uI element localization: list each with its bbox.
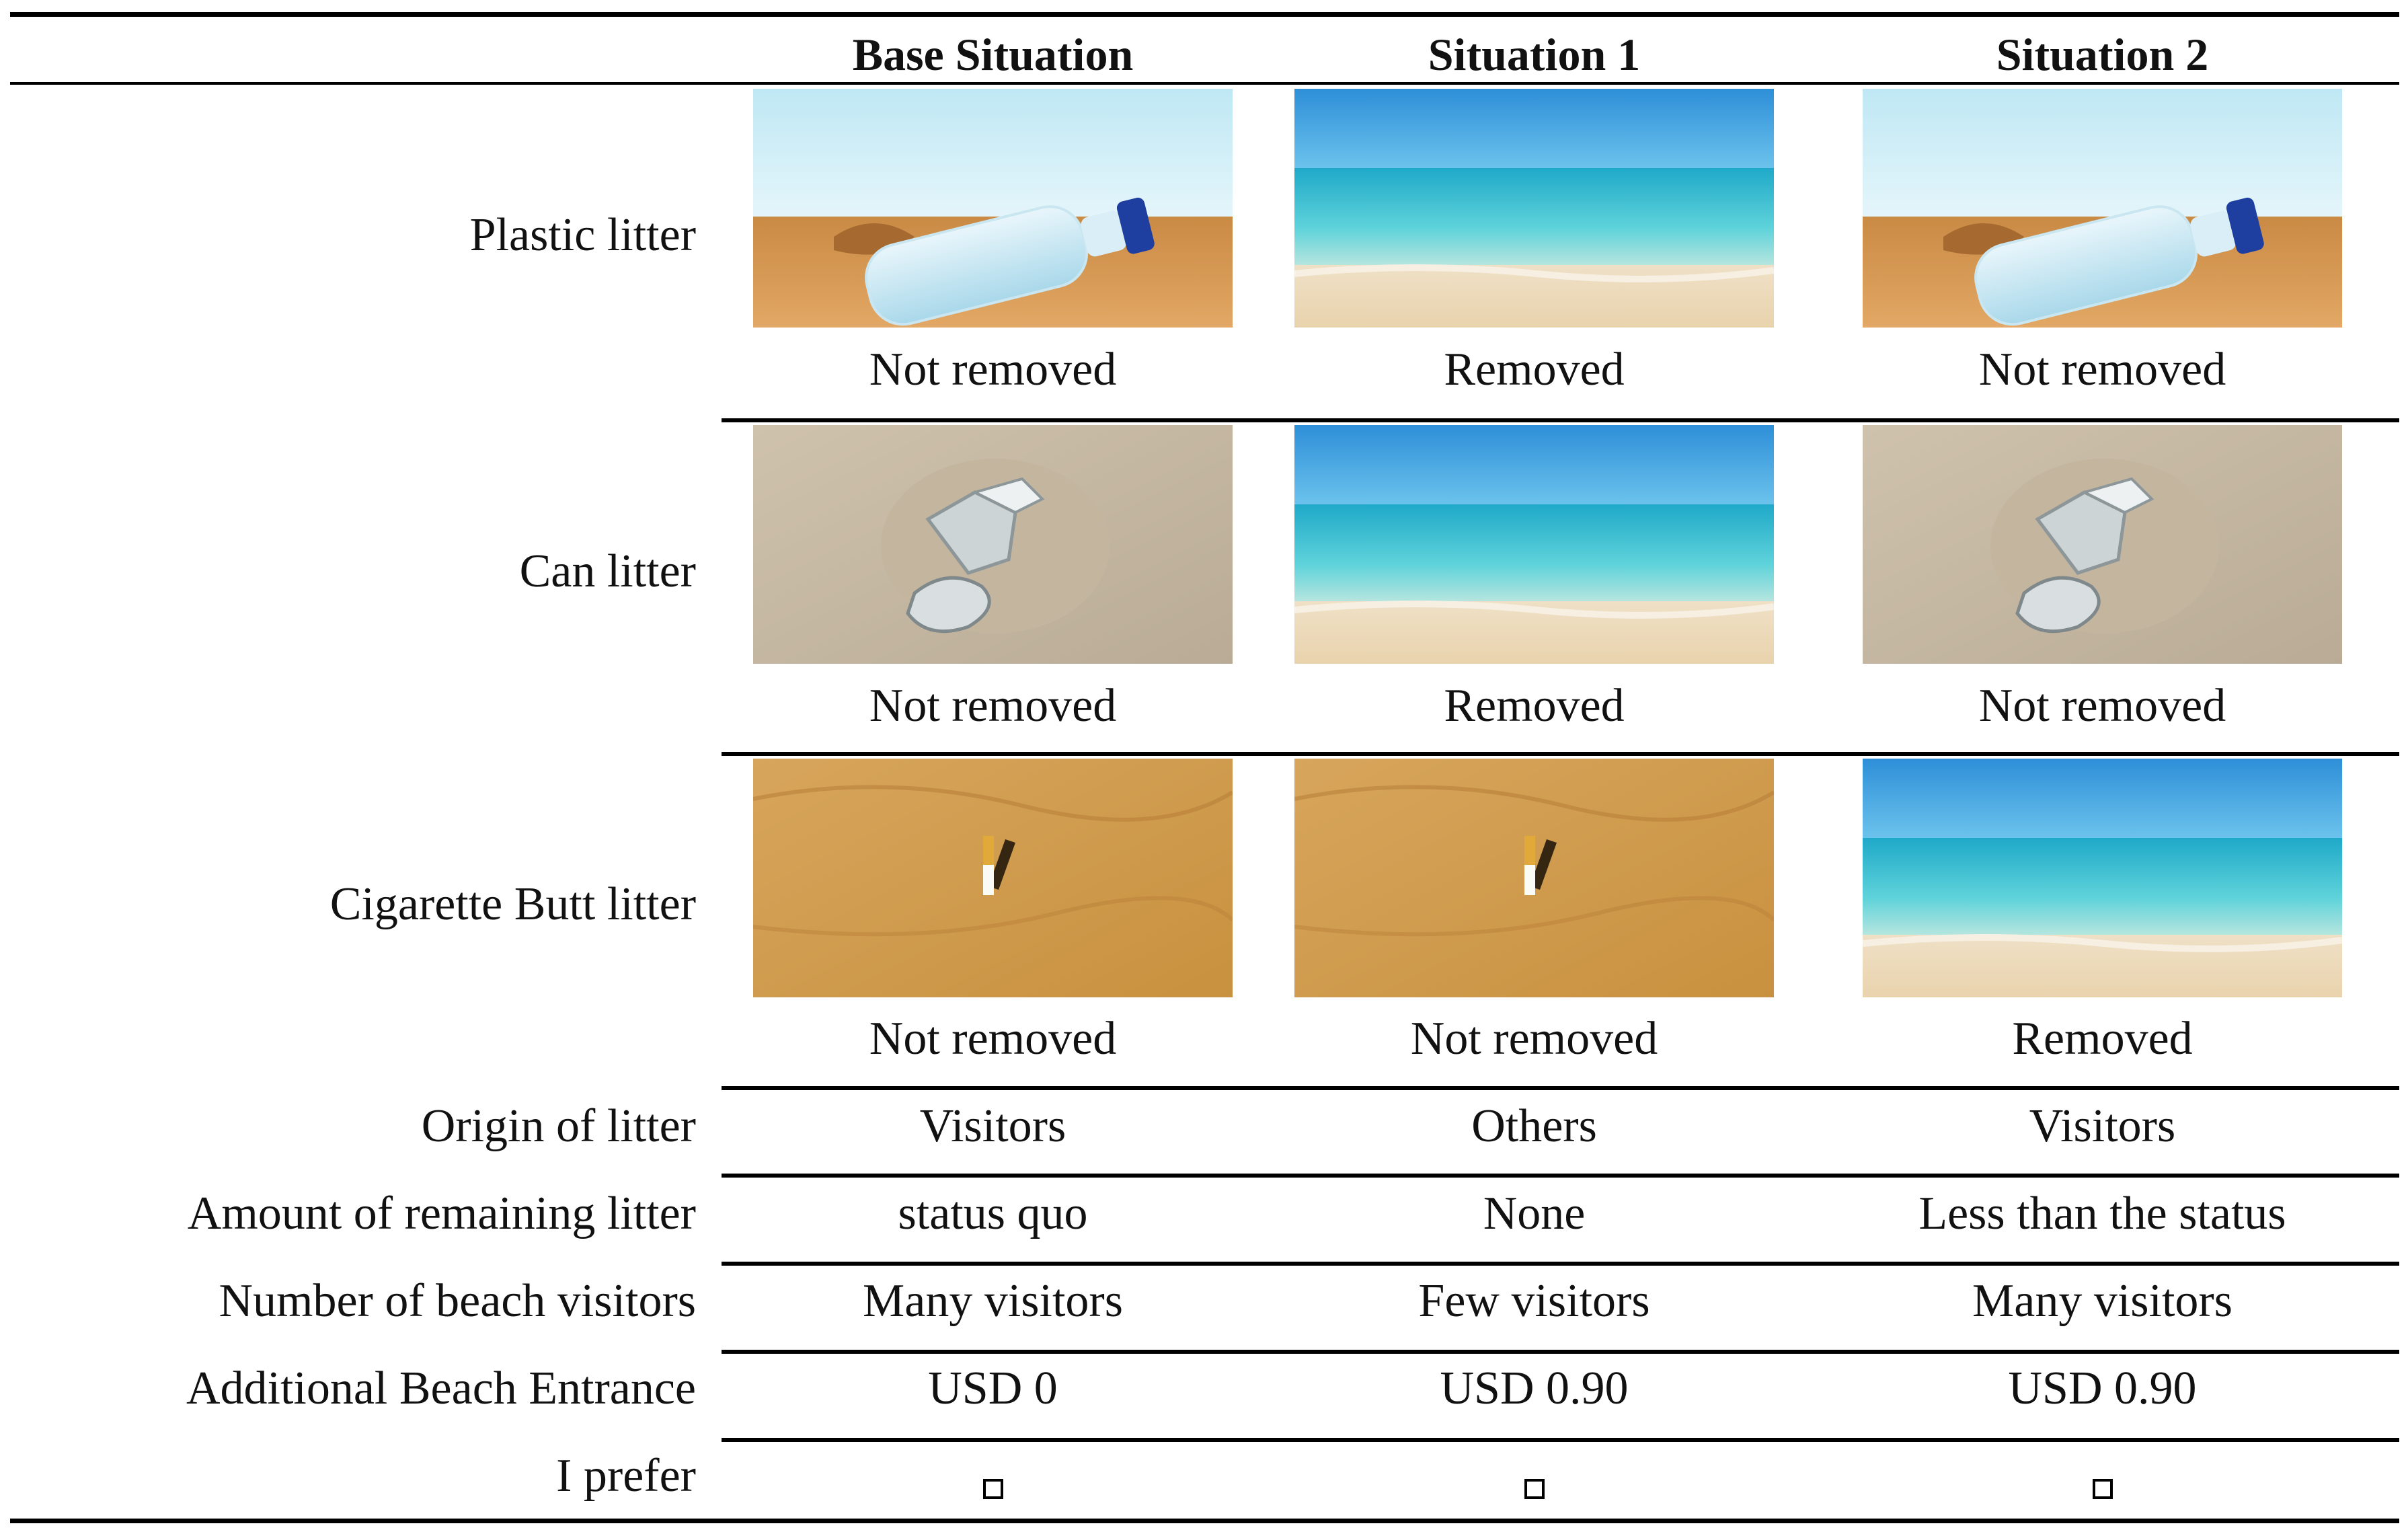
row-label-can-litter: Can litter bbox=[519, 545, 696, 597]
row-label-additional-beach-entrance: Additional Beach Entrance bbox=[186, 1363, 696, 1414]
cig-s2-value: Removed bbox=[2012, 1013, 2193, 1065]
entrance-s1-value: USD 0.90 bbox=[1440, 1363, 1629, 1414]
row-divider bbox=[722, 752, 2399, 756]
row-divider bbox=[722, 1350, 2399, 1354]
header-bottom-rule bbox=[10, 82, 2399, 85]
can-s2-value: Not removed bbox=[1978, 680, 2226, 732]
row-divider bbox=[722, 1086, 2399, 1090]
visitors-s1-value: Few visitors bbox=[1418, 1275, 1650, 1327]
clean-beach-image bbox=[1863, 759, 2342, 997]
crushed-can-image bbox=[1863, 425, 2342, 664]
can-s1-value: Removed bbox=[1444, 680, 1625, 732]
origin-s2-value: Visitors bbox=[2029, 1100, 2176, 1152]
plastic-s2-value: Not removed bbox=[1978, 344, 2226, 395]
row-divider bbox=[722, 1262, 2399, 1266]
entrance-base-value: USD 0 bbox=[928, 1363, 1058, 1414]
column-header-situation-1: Situation 1 bbox=[1428, 29, 1641, 80]
column-header-situation-2: Situation 2 bbox=[1996, 29, 2209, 80]
row-label-number-beach-visitors: Number of beach visitors bbox=[219, 1275, 696, 1327]
cig-s1-value: Not removed bbox=[1410, 1013, 1658, 1065]
table-top-rule bbox=[10, 12, 2399, 17]
plastic-s1-value: Removed bbox=[1444, 344, 1625, 395]
can-base-value: Not removed bbox=[869, 680, 1117, 732]
prefer-base-checkbox[interactable] bbox=[753, 1458, 1233, 1512]
origin-s1-value: Others bbox=[1471, 1100, 1597, 1152]
column-header-base: Base Situation bbox=[852, 29, 1134, 80]
entrance-s2-value: USD 0.90 bbox=[2008, 1363, 2197, 1414]
plastic-bottle-image bbox=[753, 89, 1233, 328]
clean-beach-image bbox=[1294, 425, 1774, 664]
amount-base-value: status quo bbox=[898, 1188, 1088, 1239]
visitors-base-value: Many visitors bbox=[863, 1275, 1123, 1327]
plastic-bottle-image bbox=[1863, 89, 2342, 328]
row-label-i-prefer: I prefer bbox=[556, 1450, 696, 1502]
prefer-s2-checkbox[interactable] bbox=[1863, 1458, 2342, 1512]
cig-base-value: Not removed bbox=[869, 1013, 1117, 1065]
origin-base-value: Visitors bbox=[919, 1100, 1066, 1152]
cigarette-butt-image bbox=[753, 759, 1233, 997]
row-divider bbox=[722, 1438, 2399, 1442]
row-divider bbox=[722, 1174, 2399, 1178]
row-label-origin-of-litter: Origin of litter bbox=[421, 1100, 696, 1152]
row-label-amount-remaining-litter: Amount of remaining litter bbox=[187, 1188, 696, 1239]
visitors-s2-value: Many visitors bbox=[1972, 1275, 2232, 1327]
table-bottom-rule bbox=[10, 1519, 2399, 1523]
row-label-cigarette-butt-litter: Cigarette Butt litter bbox=[329, 878, 696, 930]
prefer-s1-checkbox[interactable] bbox=[1294, 1458, 1774, 1512]
clean-beach-image bbox=[1294, 89, 1774, 328]
row-divider bbox=[722, 418, 2399, 422]
crushed-can-image bbox=[753, 425, 1233, 664]
cigarette-butt-image bbox=[1294, 759, 1774, 997]
amount-s2-value: Less than the status bbox=[1918, 1188, 2286, 1239]
amount-s1-value: None bbox=[1483, 1188, 1586, 1239]
row-label-plastic-litter: Plastic litter bbox=[469, 209, 696, 261]
plastic-base-value: Not removed bbox=[869, 344, 1117, 395]
